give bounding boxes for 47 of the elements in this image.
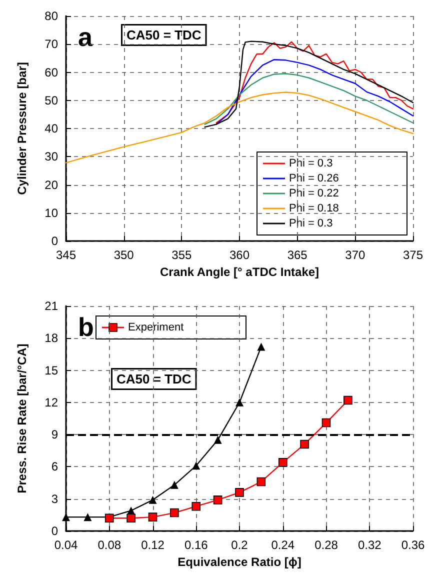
x-tick-label: 0.32 [358, 538, 382, 552]
x-tick-label: 0.36 [401, 538, 425, 552]
x-tick-label: 0.04 [54, 538, 78, 552]
x-tick-label: 0.28 [314, 538, 338, 552]
x-tick-label: 370 [345, 248, 366, 262]
legend-label: Phi = 0.22 [289, 188, 339, 200]
x-tick-label: 350 [114, 248, 134, 262]
annotation: a [78, 22, 93, 52]
legend-label: Phi = 0.18 [289, 202, 339, 214]
y-tick-label: 21 [44, 299, 58, 313]
x-tick-label: 355 [172, 248, 192, 262]
y-tick-label: 9 [51, 428, 58, 442]
x-tick-label: 360 [229, 248, 250, 262]
annotation: CA50 = TDC [126, 28, 202, 42]
y-axis-title: Cylinder Pressure [bar] [15, 62, 29, 195]
y-tick-label: 30 [44, 150, 58, 164]
x-tick-label: 0.12 [141, 538, 165, 552]
y-tick-label: 80 [44, 9, 58, 23]
legend-label: Phi = 0.26 [289, 172, 339, 184]
y-tick-label: 50 [44, 93, 58, 108]
legend-label: Experiment [128, 322, 184, 334]
x-tick-label: 0.16 [184, 538, 208, 552]
legend-label: Phi = 0.3 [289, 218, 333, 230]
x-tick-label: 345 [56, 248, 76, 262]
x-tick-label: 375 [402, 248, 424, 262]
y-tick-label: 10 [44, 206, 58, 220]
y-tick-label: 6 [51, 460, 58, 474]
x-tick-label: 365 [287, 248, 308, 262]
y-tick-label: 0 [51, 524, 58, 538]
x-tick-label: 0.08 [98, 538, 122, 552]
y-tick-label: 0 [51, 234, 58, 248]
x-axis-title: Equivalence Ratio [ϕ] [178, 554, 302, 569]
x-tick-label: 0.2 [231, 538, 248, 552]
y-axis-title: Press. Rise Rate [bar/°CA] [15, 344, 29, 494]
legend-label: Phi = 0.3 [289, 158, 333, 170]
y-tick-label: 20 [44, 178, 58, 192]
y-tick-label: 40 [44, 122, 58, 136]
y-tick-label: 60 [44, 65, 58, 80]
y-tick-label: 12 [44, 395, 58, 410]
y-tick-label: 3 [51, 492, 58, 506]
x-tick-label: 0.24 [271, 538, 295, 552]
annotation: CA50 = TDC [116, 372, 192, 386]
y-tick-label: 18 [44, 331, 58, 346]
y-tick-label: 15 [44, 363, 58, 378]
annotation: b [78, 312, 94, 342]
y-tick-label: 70 [44, 37, 58, 52]
x-axis-title: Crank Angle [° aTDC Intake] [160, 264, 320, 279]
